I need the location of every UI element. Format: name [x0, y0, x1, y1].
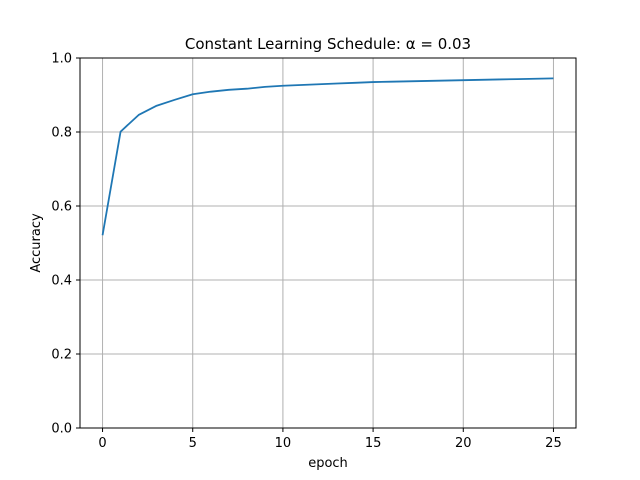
y-tick-label: 0.4: [51, 274, 72, 289]
y-tick-label: 0.0: [51, 422, 72, 437]
x-axis-label: epoch: [308, 456, 348, 471]
x-tick-label: 15: [365, 436, 382, 451]
series-layer: [101, 77, 554, 236]
x-tick-label: 25: [545, 436, 562, 451]
x-tick-label: 10: [275, 436, 292, 451]
y-tick-label: 0.2: [51, 348, 72, 363]
y-tick-label: 0.6: [51, 200, 72, 215]
x-tick-label: 20: [455, 436, 472, 451]
y-axis-label: Accuracy: [29, 213, 44, 273]
y-tick-label: 0.8: [51, 126, 72, 141]
x-axis-ticks: 0 5 10 15 20 25: [98, 428, 562, 451]
y-tick-label: 1.0: [51, 52, 72, 67]
y-axis-ticks: 0.0 0.2 0.4 0.6 0.8 1.0: [51, 52, 80, 437]
chart-title: Constant Learning Schedule: α = 0.03: [185, 35, 471, 53]
accuracy-series-line: [101, 77, 554, 236]
grid: [80, 57, 576, 429]
x-tick-label: 5: [189, 436, 197, 451]
x-tick-label: 0: [98, 436, 106, 451]
plot-frame: [79, 57, 577, 429]
